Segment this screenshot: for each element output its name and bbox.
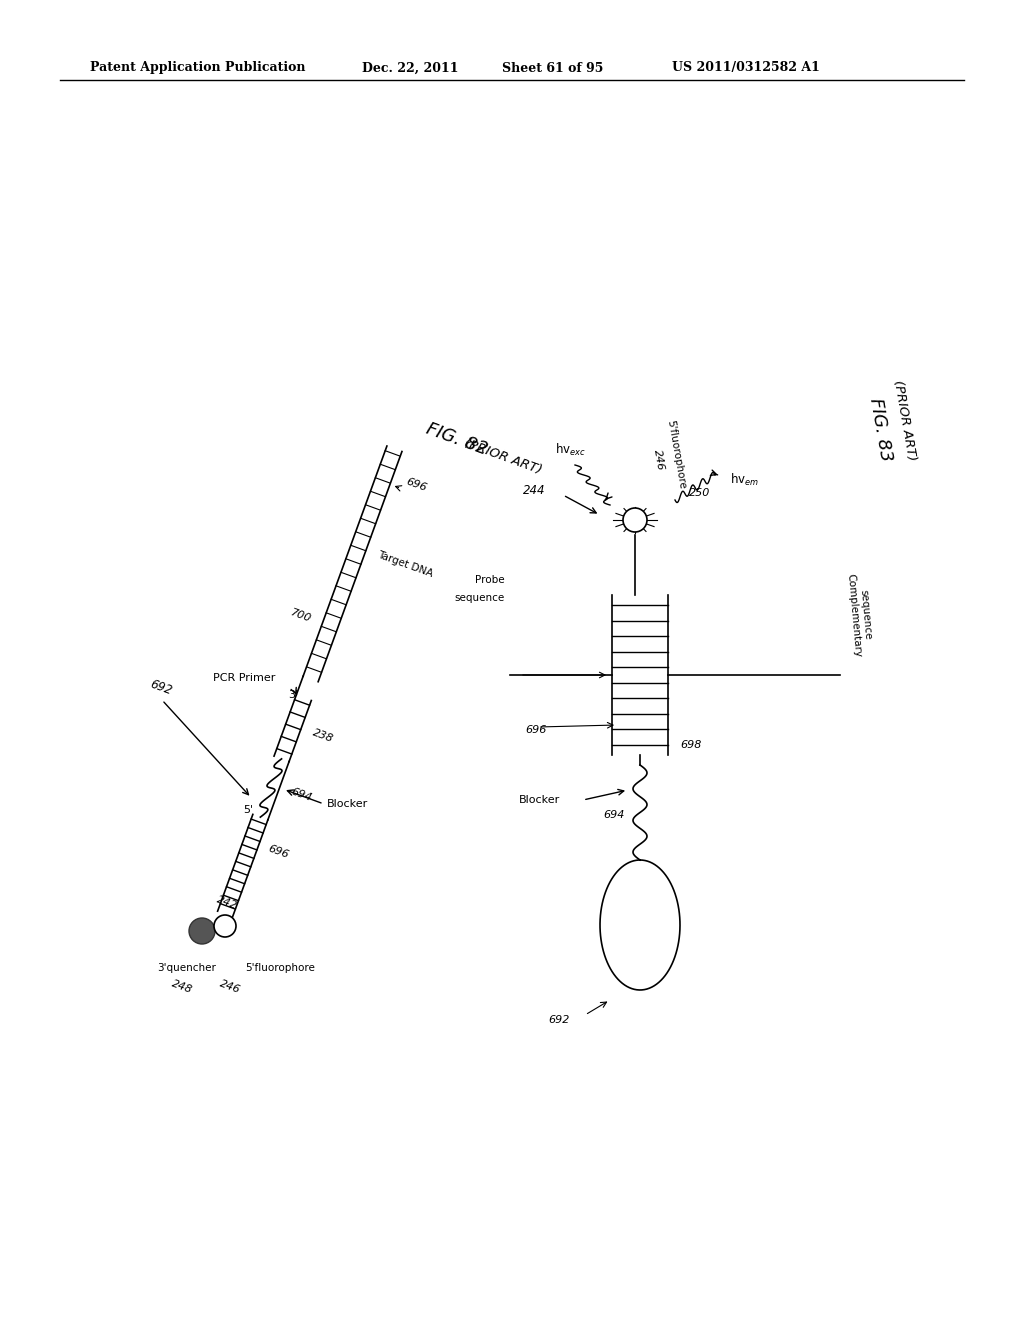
Text: sequence: sequence <box>455 593 505 603</box>
Text: 244: 244 <box>522 483 545 496</box>
Text: Blocker: Blocker <box>327 799 368 809</box>
Text: 694: 694 <box>603 810 625 820</box>
Text: FIG. 83: FIG. 83 <box>865 397 894 463</box>
Text: 3'quencher: 3'quencher <box>158 964 216 973</box>
Text: Patent Application Publication: Patent Application Publication <box>90 62 305 74</box>
Text: 5'fluorophore: 5'fluorophore <box>665 420 687 490</box>
Text: 3': 3' <box>289 690 299 700</box>
Text: Target DNA: Target DNA <box>376 549 434 579</box>
Text: 692: 692 <box>148 678 174 698</box>
Text: FIG. 82: FIG. 82 <box>423 420 489 459</box>
Circle shape <box>214 915 236 937</box>
Text: 696: 696 <box>404 477 428 492</box>
Text: 692: 692 <box>549 1015 570 1026</box>
Text: Sheet 61 of 95: Sheet 61 of 95 <box>502 62 603 74</box>
Text: 248: 248 <box>170 978 194 995</box>
Text: sequence: sequence <box>858 590 872 640</box>
Text: 696: 696 <box>267 843 291 859</box>
Text: 250: 250 <box>689 488 711 498</box>
Text: hv$_{em}$: hv$_{em}$ <box>730 473 759 488</box>
Text: PCR Primer: PCR Primer <box>213 673 275 682</box>
Text: US 2011/0312582 A1: US 2011/0312582 A1 <box>672 62 820 74</box>
Text: 242: 242 <box>215 895 239 911</box>
Text: 246: 246 <box>652 449 666 471</box>
Text: 698: 698 <box>680 741 701 750</box>
Circle shape <box>623 508 647 532</box>
Text: Blocker: Blocker <box>519 795 560 805</box>
Circle shape <box>189 917 215 944</box>
Text: 696: 696 <box>525 725 547 735</box>
Text: (PRIOR ART): (PRIOR ART) <box>892 379 919 462</box>
Text: Complementary: Complementary <box>845 573 862 657</box>
Text: (PRIOR ART): (PRIOR ART) <box>463 437 544 477</box>
Text: Dec. 22, 2011: Dec. 22, 2011 <box>362 62 459 74</box>
Text: hv$_{exc}$: hv$_{exc}$ <box>555 442 586 458</box>
Text: 5'fluorophore: 5'fluorophore <box>245 964 314 973</box>
Text: 694: 694 <box>290 787 313 803</box>
Text: 700: 700 <box>289 607 312 624</box>
Text: 5': 5' <box>243 804 253 814</box>
Text: Probe: Probe <box>475 576 505 585</box>
Text: 246: 246 <box>218 978 242 995</box>
Text: 238: 238 <box>311 727 335 744</box>
